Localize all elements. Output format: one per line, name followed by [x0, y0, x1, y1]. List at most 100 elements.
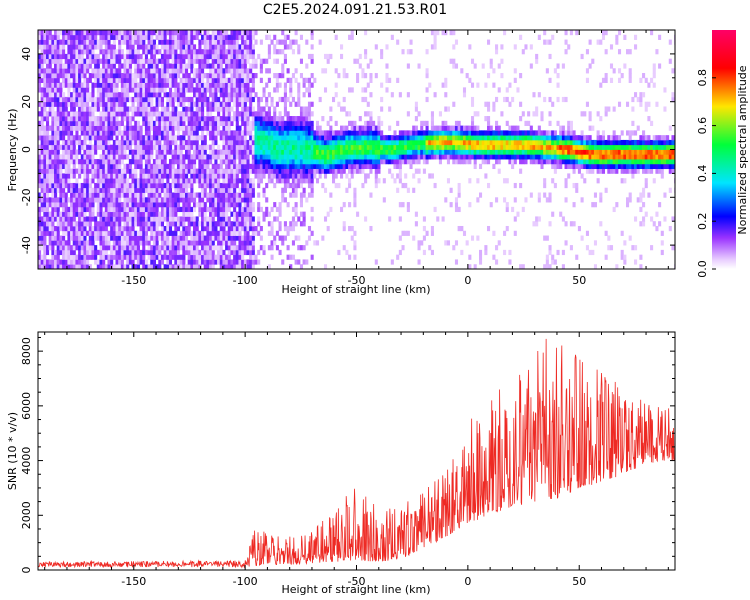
spectrogram-cell: [227, 225, 231, 232]
spectrogram-cell: [78, 106, 82, 112]
spectrogram-cell: [51, 163, 55, 170]
spectrogram-cell: [168, 77, 173, 83]
spectrogram-cell: [299, 168, 303, 174]
spectrogram-cell: [67, 230, 71, 236]
spectrogram-cell: [48, 139, 52, 146]
spectrogram-cell: [452, 149, 456, 155]
spectrogram-cell: [265, 149, 269, 155]
spectrogram-cell: [246, 30, 250, 36]
spectrogram-cell: [40, 30, 44, 36]
spectrogram-cell: [454, 154, 459, 160]
spectrogram-cell: [83, 44, 87, 50]
spectrogram-cell: [72, 106, 76, 112]
spectrogram-cell: [251, 254, 255, 260]
spectrogram-cell: [201, 149, 205, 155]
spectrogram-cell: [241, 92, 245, 98]
spectrogram-cell: [166, 30, 170, 36]
spectrogram-cell: [203, 178, 207, 184]
spectrogram-cell: [80, 53, 84, 60]
spectrogram-cell: [59, 101, 63, 107]
spectrogram-cell: [99, 254, 103, 260]
spectrogram-cell: [54, 187, 58, 193]
spectrogram-cell: [243, 53, 247, 60]
spectrogram-cell: [46, 44, 50, 50]
spectrogram-cell: [267, 149, 271, 155]
spectrogram-cell: [83, 34, 87, 40]
spectrogram-cell: [297, 173, 301, 179]
spectrogram-cell: [48, 245, 52, 251]
spectrogram-cell: [115, 96, 119, 103]
spectrogram-cell: [54, 173, 58, 179]
spectrogram-cell: [227, 178, 231, 184]
spectrogram-cell: [120, 82, 124, 88]
spectrogram-cell: [136, 154, 140, 160]
spectrogram-cell: [249, 68, 253, 74]
spectrogram-cell: [275, 77, 279, 83]
spectrogram-cell: [115, 264, 119, 269]
spectrogram-cell: [67, 87, 71, 93]
spectrogram-cell: [230, 197, 234, 203]
spectrogram-cell: [409, 39, 413, 45]
spectrogram-cell: [235, 168, 239, 174]
spectrogram-cell: [107, 240, 111, 246]
spectrogram-cell: [283, 106, 287, 112]
spectrogram-cell: [152, 230, 156, 236]
spectrogram-cell: [425, 230, 429, 236]
spectrogram-cell: [118, 44, 122, 50]
spectrogram-cell: [401, 49, 405, 55]
spectrogram-cell: [112, 192, 116, 198]
spectrogram-cell: [259, 63, 263, 69]
spectrogram-cell: [104, 245, 108, 251]
spectrogram-cell: [206, 230, 210, 236]
spectrogram-cell: [340, 44, 344, 50]
spectrogram-cell: [171, 135, 175, 141]
spectrogram-cell: [59, 216, 63, 222]
spectrogram-cell: [91, 101, 95, 107]
spectrogram-cell: [201, 96, 205, 103]
spectrogram-cell: [289, 144, 293, 150]
spectrogram-cell: [262, 173, 266, 179]
spectrogram-cell: [91, 163, 95, 170]
spectrogram-cell: [273, 116, 277, 122]
spectrogram-cell: [40, 77, 44, 83]
spectrogram-cell: [348, 34, 352, 40]
spectrogram-cell: [144, 53, 148, 60]
spectrogram-cell: [457, 182, 461, 189]
spectrogram-cell: [310, 73, 314, 79]
spectrogram-cell: [334, 34, 338, 40]
spectrogram-cell: [198, 154, 202, 160]
spectrogram-cell: [144, 106, 148, 112]
spectrogram-cell: [43, 163, 47, 170]
spectrogram-cell: [107, 187, 111, 193]
spectrogram-cell: [99, 230, 103, 236]
spectrogram-cell: [278, 163, 282, 170]
spectrogram-cell: [104, 44, 108, 50]
spectrogram-cell: [80, 259, 84, 265]
spectrogram-cell: [219, 168, 223, 174]
spectrogram-cell: [115, 139, 119, 146]
spectrogram-cell: [86, 101, 90, 107]
spectrogram-cell: [278, 202, 282, 208]
spectrogram-cell: [214, 39, 218, 45]
spectrogram-cell: [139, 216, 143, 222]
spectrogram-cell: [209, 221, 213, 227]
spectrogram-cell: [136, 202, 140, 208]
spectrogram-cell: [406, 92, 410, 98]
spectrogram-cell: [353, 125, 357, 131]
spectrogram-cell: [160, 187, 165, 193]
spectrogram-cell: [56, 44, 60, 50]
spectrogram-cell: [217, 116, 221, 122]
spectrogram-cell: [193, 92, 197, 98]
spectrogram-cell: [257, 249, 261, 256]
spectrogram-cell: [152, 135, 156, 141]
spectrogram-cell: [254, 111, 258, 117]
spectrogram-cell: [361, 96, 365, 103]
spectrogram-cell: [390, 144, 394, 150]
spectrogram-cell: [436, 216, 440, 222]
spectrogram-cell: [128, 197, 132, 203]
spectrogram-cell: [40, 197, 44, 203]
spectrogram-cell: [364, 178, 368, 184]
spectrogram-cell: [214, 154, 218, 160]
spectrogram-cell: [112, 73, 116, 79]
spectrogram-cell: [182, 30, 186, 36]
